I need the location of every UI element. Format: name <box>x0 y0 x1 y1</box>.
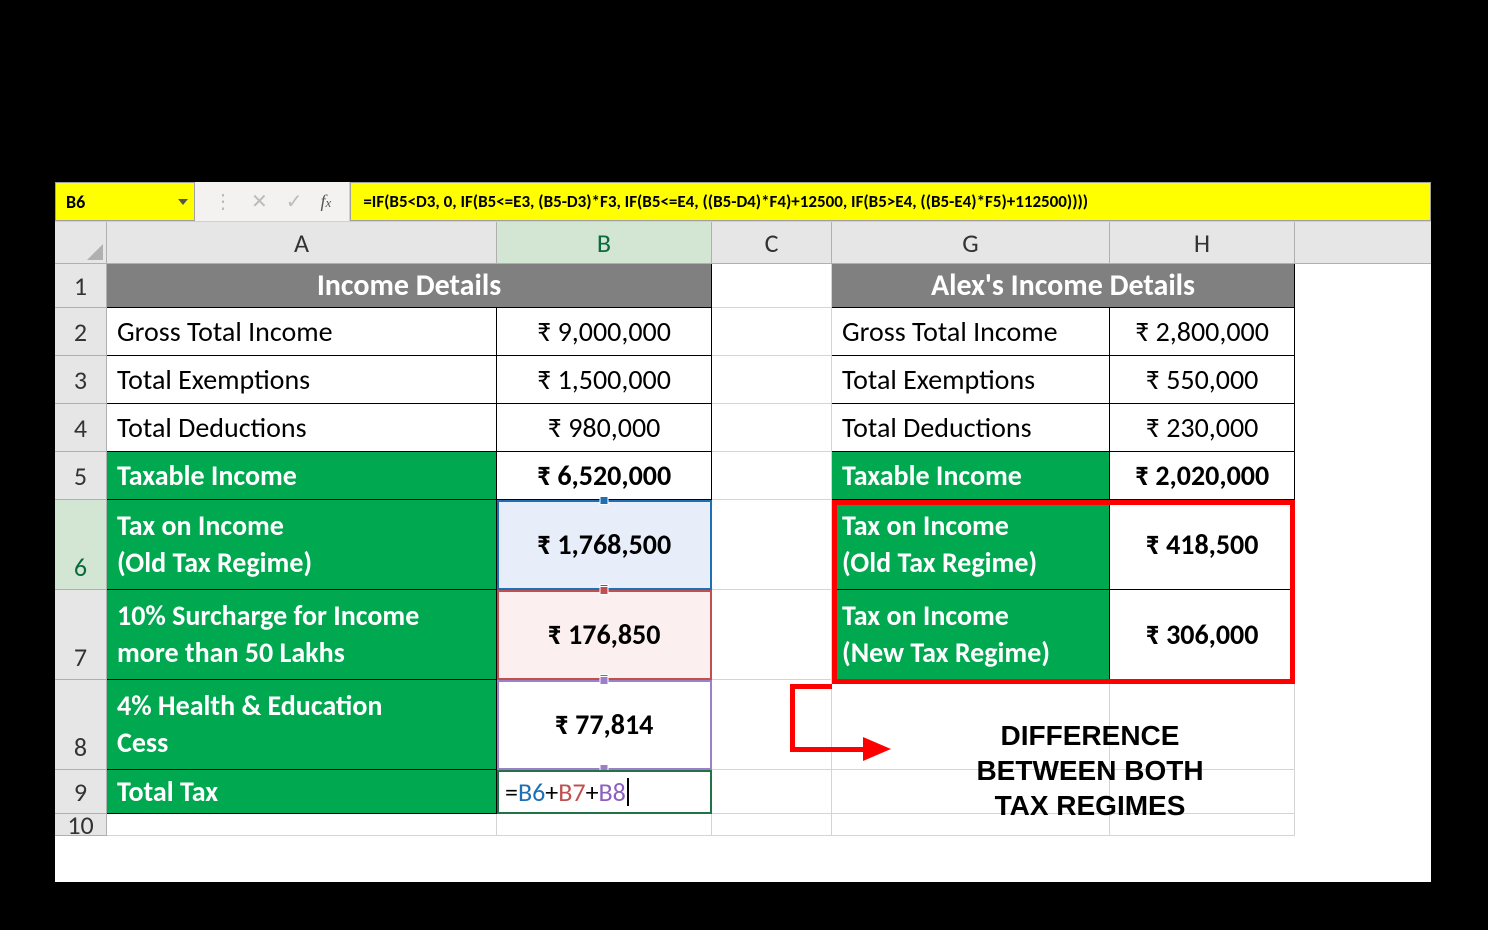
cell-b10[interactable] <box>497 814 712 836</box>
row-header-8[interactable]: 8 <box>55 680 107 770</box>
cell-b9[interactable]: =B6+B7+B8 <box>497 770 712 814</box>
arrow-line-horizontal-top <box>790 684 832 689</box>
arrow-line-vertical <box>790 684 795 750</box>
row-header-1[interactable]: 1 <box>55 264 107 308</box>
cell-g1h1[interactable]: Alex's Income Details <box>832 264 1295 308</box>
confirm-icon[interactable]: ✓ <box>286 189 303 214</box>
col-header-b[interactable]: B <box>497 222 712 263</box>
cell-b3[interactable]: ₹ 1,500,000 <box>497 356 712 404</box>
cell-b6[interactable]: ₹ 1,768,500 <box>497 500 712 590</box>
cell-c7[interactable] <box>712 590 832 680</box>
cell-h3[interactable]: ₹ 550,000 <box>1110 356 1295 404</box>
formula-ref-b8: B8 <box>599 776 626 808</box>
cell-c4[interactable] <box>712 404 832 452</box>
col-header-c[interactable]: C <box>712 222 832 263</box>
cell-g5[interactable]: Taxable Income <box>832 452 1110 500</box>
row-header-4[interactable]: 4 <box>55 404 107 452</box>
row-header-10[interactable]: 10 <box>55 814 107 836</box>
col-header-h[interactable]: H <box>1110 222 1295 263</box>
cell-b7[interactable]: ₹ 176,850 <box>497 590 712 680</box>
formula-bar: B6 ⋮ ✕ ✓ fx =IF(B5<D3, 0, IF(B5<=E3, (B5… <box>55 182 1431 222</box>
name-box[interactable]: B6 <box>55 182 195 221</box>
arrow-head-icon <box>863 737 891 761</box>
formula-eq: = <box>505 776 518 808</box>
cell-c2[interactable] <box>712 308 832 356</box>
callout-caption: DIFFERENCE BETWEEN BOTH TAX REGIMES <box>900 718 1280 823</box>
cell-a3[interactable]: Total Exemptions <box>107 356 497 404</box>
cell-b4[interactable]: ₹ 980,000 <box>497 404 712 452</box>
excel-window: B6 ⋮ ✕ ✓ fx =IF(B5<D3, 0, IF(B5<=E3, (B5… <box>55 182 1431 882</box>
cell-a9[interactable]: Total Tax <box>107 770 497 814</box>
row-header-3[interactable]: 3 <box>55 356 107 404</box>
cell-c9[interactable] <box>712 770 832 814</box>
row-header-2[interactable]: 2 <box>55 308 107 356</box>
formula-input[interactable]: =IF(B5<D3, 0, IF(B5<=E3, (B5-D3)*F3, IF(… <box>350 182 1431 221</box>
name-box-value: B6 <box>66 191 85 213</box>
cell-a4[interactable]: Total Deductions <box>107 404 497 452</box>
text-cursor <box>627 778 629 806</box>
cell-h7[interactable]: ₹ 306,000 <box>1110 590 1295 680</box>
cell-c1[interactable] <box>712 264 832 308</box>
cell-c6[interactable] <box>712 500 832 590</box>
select-all-corner[interactable] <box>55 222 107 263</box>
row-header-6[interactable]: 6 <box>55 500 107 590</box>
cell-a10[interactable] <box>107 814 497 836</box>
cell-g3[interactable]: Total Exemptions <box>832 356 1110 404</box>
fx-icon[interactable]: fx <box>321 191 332 212</box>
row-header-9[interactable]: 9 <box>55 770 107 814</box>
col-header-a[interactable]: A <box>107 222 497 263</box>
cell-g4[interactable]: Total Deductions <box>832 404 1110 452</box>
spreadsheet-grid: 1 Income Details Alex's Income Details 2… <box>55 264 1431 836</box>
dots-icon: ⋮ <box>213 189 233 214</box>
cell-a2[interactable]: Gross Total Income <box>107 308 497 356</box>
cell-a6[interactable]: Tax on Income (Old Tax Regime) <box>107 500 497 590</box>
cell-a5[interactable]: Taxable Income <box>107 452 497 500</box>
row-header-5[interactable]: 5 <box>55 452 107 500</box>
formula-text: =IF(B5<D3, 0, IF(B5<=E3, (B5-D3)*F3, IF(… <box>363 191 1088 212</box>
cell-a7[interactable]: 10% Surcharge for Income more than 50 La… <box>107 590 497 680</box>
chevron-down-icon[interactable] <box>178 199 188 205</box>
row-header-7[interactable]: 7 <box>55 590 107 680</box>
formula-plus2: + <box>586 776 599 808</box>
cell-a8[interactable]: 4% Health & Education Cess <box>107 680 497 770</box>
formula-ref-b7: B7 <box>558 776 585 808</box>
cell-h6[interactable]: ₹ 418,500 <box>1110 500 1295 590</box>
cell-c8[interactable] <box>712 680 832 770</box>
cell-c10[interactable] <box>712 814 832 836</box>
cell-g2[interactable]: Gross Total Income <box>832 308 1110 356</box>
cell-b2[interactable]: ₹ 9,000,000 <box>497 308 712 356</box>
cell-c3[interactable] <box>712 356 832 404</box>
formula-ref-b6: B6 <box>518 776 545 808</box>
cell-g6[interactable]: Tax on Income (Old Tax Regime) <box>832 500 1110 590</box>
cell-h2[interactable]: ₹ 2,800,000 <box>1110 308 1295 356</box>
formula-plus1: + <box>545 776 558 808</box>
col-header-g[interactable]: G <box>832 222 1110 263</box>
cell-b5[interactable]: ₹ 6,520,000 <box>497 452 712 500</box>
cell-c5[interactable] <box>712 452 832 500</box>
cell-h5[interactable]: ₹ 2,020,000 <box>1110 452 1295 500</box>
column-headers: A B C G H <box>55 222 1431 264</box>
cell-b8[interactable]: ₹ 77,814 <box>497 680 712 770</box>
cell-h4[interactable]: ₹ 230,000 <box>1110 404 1295 452</box>
cell-a1b1[interactable]: Income Details <box>107 264 712 308</box>
formula-bar-controls: ⋮ ✕ ✓ fx <box>195 182 350 221</box>
arrow-line-horizontal-bottom <box>790 747 870 752</box>
cell-g7[interactable]: Tax on Income (New Tax Regime) <box>832 590 1110 680</box>
cancel-icon[interactable]: ✕ <box>251 189 268 214</box>
